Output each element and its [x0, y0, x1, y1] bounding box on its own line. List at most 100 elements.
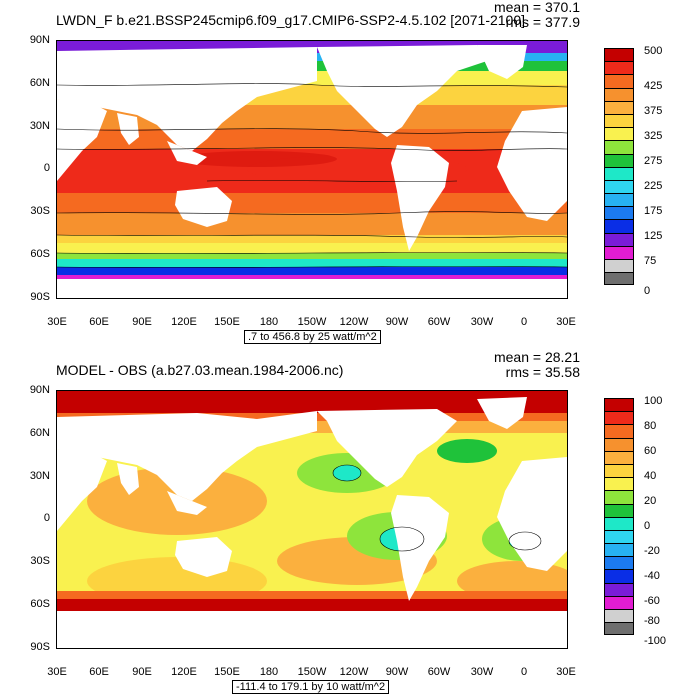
bottom-x-tick: 60W [427, 666, 451, 678]
bottom-y-tick: 0 [43, 512, 50, 524]
bottom-colorbar-label: 80 [644, 420, 657, 432]
top-y-tick: 90S [30, 291, 50, 303]
bottom-map-plot [56, 390, 568, 649]
bottom-colorbar-label: 100 [644, 395, 663, 407]
bottom-map-panel: MODEL - OBS (a.b27.03.mean.1984-2006.nc)… [0, 350, 700, 700]
bottom-colorbar-swatch [604, 595, 634, 609]
bottom-colorbar-label: 0 [644, 520, 651, 532]
top-colorbar-label: 500 [644, 45, 663, 57]
bottom-colorbar-label: -20 [644, 545, 660, 557]
top-colorbar-swatch [604, 100, 634, 114]
bottom-x-tick: 30E [556, 666, 576, 678]
top-colorbar-swatch [604, 166, 634, 180]
top-contour-lines [57, 83, 567, 268]
bottom-y-tick: 90N [29, 384, 50, 396]
bottom-x-tick: 0 [520, 666, 528, 678]
top-map-plot [56, 40, 568, 299]
bottom-colorbar-swatch [604, 543, 634, 557]
bottom-colorbar-label: 60 [644, 445, 657, 457]
top-colorbar-swatch [604, 48, 634, 62]
top-colorbar-swatch [604, 259, 634, 273]
top-y-tick: 90N [29, 34, 50, 46]
top-colorbar [604, 48, 634, 286]
top-x-tick: 30E [556, 316, 576, 328]
top-colorbar-swatch [604, 179, 634, 194]
top-colorbar-label: 275 [644, 155, 663, 167]
top-colorbar-label: 125 [644, 230, 663, 242]
top-colorbar-label: 325 [644, 130, 663, 142]
bottom-colorbar-swatch [604, 516, 634, 530]
bottom-y-tick: 60S [30, 598, 50, 610]
top-colorbar-swatch [604, 245, 634, 259]
bottom-colorbar-swatch [604, 582, 634, 596]
bottom-colorbar-label: -80 [644, 615, 660, 627]
bottom-y-tick: 30N [29, 470, 50, 482]
top-colorbar-label: 0 [644, 285, 651, 297]
bottom-map-svg [57, 391, 567, 648]
bottom-colorbar-swatch [604, 569, 634, 583]
top-land-masks [57, 45, 567, 298]
top-colorbar-swatch [604, 219, 634, 233]
bottom-colorbar [604, 398, 634, 636]
top-y-tick: 0 [43, 162, 50, 174]
bottom-x-tick: 120E [171, 666, 197, 678]
top-y-tick: 30N [29, 120, 50, 132]
bottom-x-tick: 60E [89, 666, 109, 678]
bottom-x-tick: 30W [470, 666, 494, 678]
bottom-colorbar-label: -40 [644, 570, 660, 582]
top-colorbar-swatch [604, 153, 634, 167]
top-y-tick: 60S [30, 248, 50, 260]
bottom-map-stats: mean = 28.21 rms = 35.58 [494, 350, 580, 380]
top-x-tick: 60E [89, 316, 109, 328]
top-x-tick: 150W [297, 316, 327, 328]
bottom-y-tick: 30S [30, 555, 50, 567]
bottom-colorbar-swatch [604, 503, 634, 517]
top-colorbar-swatch [604, 74, 634, 88]
top-colorbar-swatch [604, 206, 634, 220]
top-x-tick: 180 [259, 316, 279, 328]
top-range-label: .7 to 456.8 by 25 watt/m^2 [244, 330, 381, 344]
bottom-y-tick: 60N [29, 427, 50, 439]
bottom-colorbar-swatch [604, 490, 634, 504]
top-colorbar-swatch [604, 232, 634, 246]
bottom-x-tick: 150W [297, 666, 327, 678]
bottom-colorbar-swatch [604, 609, 634, 623]
bottom-x-tick: 90E [132, 666, 152, 678]
top-x-tick: 150E [214, 316, 240, 328]
bottom-colorbar-swatch [604, 463, 634, 478]
top-colorbar-label: 375 [644, 105, 663, 117]
top-colorbar-swatch [604, 113, 634, 128]
bottom-colorbar-swatch [604, 437, 634, 451]
top-x-tick: 60W [427, 316, 451, 328]
top-x-tick: 120E [171, 316, 197, 328]
bottom-x-tick: 90W [385, 666, 409, 678]
bottom-colorbar-swatch [604, 529, 634, 544]
bottom-x-tick: 180 [259, 666, 279, 678]
bottom-colorbar-swatch [604, 450, 634, 464]
bottom-contour-lines [332, 464, 542, 552]
top-x-tick: 30W [470, 316, 494, 328]
top-rms-value: rms = 377.9 [505, 14, 580, 30]
top-colorbar-swatch [604, 193, 634, 207]
top-x-tick: 90W [385, 316, 409, 328]
top-x-tick: 90E [132, 316, 152, 328]
bottom-colorbar-label: 40 [644, 470, 657, 482]
top-map-svg [57, 41, 567, 298]
bottom-colorbar-swatch [604, 398, 634, 412]
bottom-y-tick: 90S [30, 641, 50, 653]
bottom-x-tick: 30E [47, 666, 67, 678]
bottom-map-title: MODEL - OBS (a.b27.03.mean.1984-2006.nc) [56, 362, 344, 378]
bottom-x-tick: 120W [339, 666, 369, 678]
top-map-stats: mean = 370.1 rms = 377.9 [494, 0, 580, 30]
top-colorbar-label: 425 [644, 80, 663, 92]
bottom-land-masks [57, 397, 567, 601]
top-map-panel: LWDN_F b.e21.BSSP245cmip6.f09_g17.CMIP6-… [29, 0, 663, 344]
bottom-mean-value: mean = 28.21 [493, 349, 580, 365]
top-y-tick: 30S [30, 205, 50, 217]
bottom-rms-value: rms = 35.58 [505, 364, 580, 380]
top-colorbar-swatch [604, 127, 634, 141]
bottom-colorbar-swatch [604, 556, 634, 570]
top-colorbar-swatch [604, 140, 634, 154]
top-colorbar-swatch [604, 61, 634, 75]
top-colorbar-label: 225 [644, 180, 663, 192]
